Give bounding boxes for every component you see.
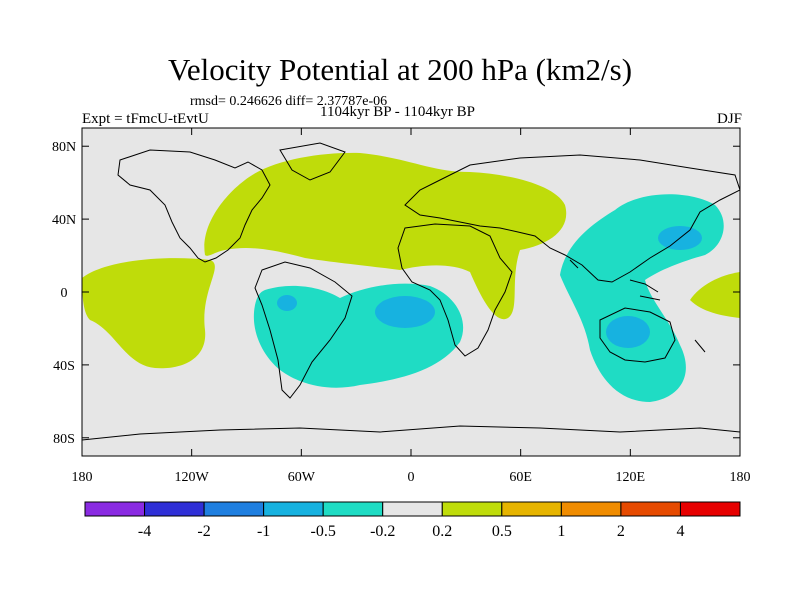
positive-region-east-pacific (82, 258, 215, 369)
positive-anomaly-regions (82, 152, 740, 369)
colorbar-label: -0.5 (311, 523, 336, 540)
coast-australia (599, 307, 676, 363)
colorbar-label: -2 (197, 523, 210, 540)
lat-tick-label: 80S (53, 432, 75, 447)
lat-tick-label: 40S (53, 359, 75, 374)
coastlines (82, 142, 740, 441)
period-label: 1104kyr BP - 1104kyr BP (320, 104, 476, 120)
chart-title: Velocity Potential at 200 hPa (km2/s) (167, 52, 633, 87)
lon-tick-label: 120W (175, 470, 210, 485)
colorbar-label: 0.2 (432, 523, 452, 540)
lat-tick-label: 0 (61, 286, 68, 301)
colorbar-label: -0.2 (370, 523, 395, 540)
lon-tick-label: 180 (72, 470, 93, 485)
latitude-axis: 80N 40N 0 40S 80S (52, 140, 740, 447)
colorbar-label: 4 (676, 523, 684, 540)
strong-core-australia (606, 316, 650, 348)
lon-tick-label: 60W (288, 470, 316, 485)
experiment-label: Expt = tFmcU-tEvtU (82, 111, 209, 127)
colorbar-swatch (620, 501, 681, 517)
colorbar: -4 -2 -1 -0.5 -0.2 0.2 0.5 1 2 4 (84, 501, 741, 540)
strong-core-atlantic (375, 296, 435, 328)
colorbar-swatch (501, 501, 562, 517)
strong-core-amazon (277, 295, 297, 311)
longitude-axis: 180 120W 60W 0 60E 120E 180 (72, 128, 751, 485)
coast-south-america (254, 261, 353, 399)
coast-north-america (117, 149, 271, 263)
colorbar-swatch (679, 501, 741, 517)
colorbar-swatch (560, 501, 622, 517)
colorbar-swatch (263, 501, 324, 517)
colorbar-label: -1 (257, 523, 270, 540)
lat-tick-label: 40N (52, 213, 76, 228)
colorbar-swatch (144, 501, 205, 517)
colorbar-label: 1 (557, 523, 565, 540)
colorbar-swatch (203, 501, 265, 517)
lon-tick-label: 180 (730, 470, 751, 485)
coast-africa (397, 223, 513, 357)
colorbar-label: 2 (617, 523, 625, 540)
lon-tick-label: 60E (509, 470, 532, 485)
coast-greenland (279, 142, 346, 181)
positive-region-north-atlantic-africa (204, 152, 567, 320)
stats-label: rmsd= 0.246626 diff= 2.37787e-06 (190, 94, 388, 109)
coast-islands (569, 259, 706, 353)
colorbar-label: 0.5 (492, 523, 512, 540)
colorbar-swatch (84, 501, 146, 517)
map-area (82, 128, 740, 456)
coast-eurasia (404, 154, 740, 283)
colorbar-label: -4 (138, 523, 151, 540)
lat-tick-label: 80N (52, 140, 76, 155)
lon-tick-label: 120E (616, 470, 646, 485)
season-label: DJF (716, 111, 742, 127)
colorbar-swatch (382, 501, 443, 517)
coast-antarctica (82, 425, 740, 441)
positive-region-west-pacific (690, 272, 740, 318)
colorbar-swatch (441, 501, 503, 517)
lon-tick-label: 0 (408, 470, 415, 485)
colorbar-swatch (322, 501, 384, 517)
